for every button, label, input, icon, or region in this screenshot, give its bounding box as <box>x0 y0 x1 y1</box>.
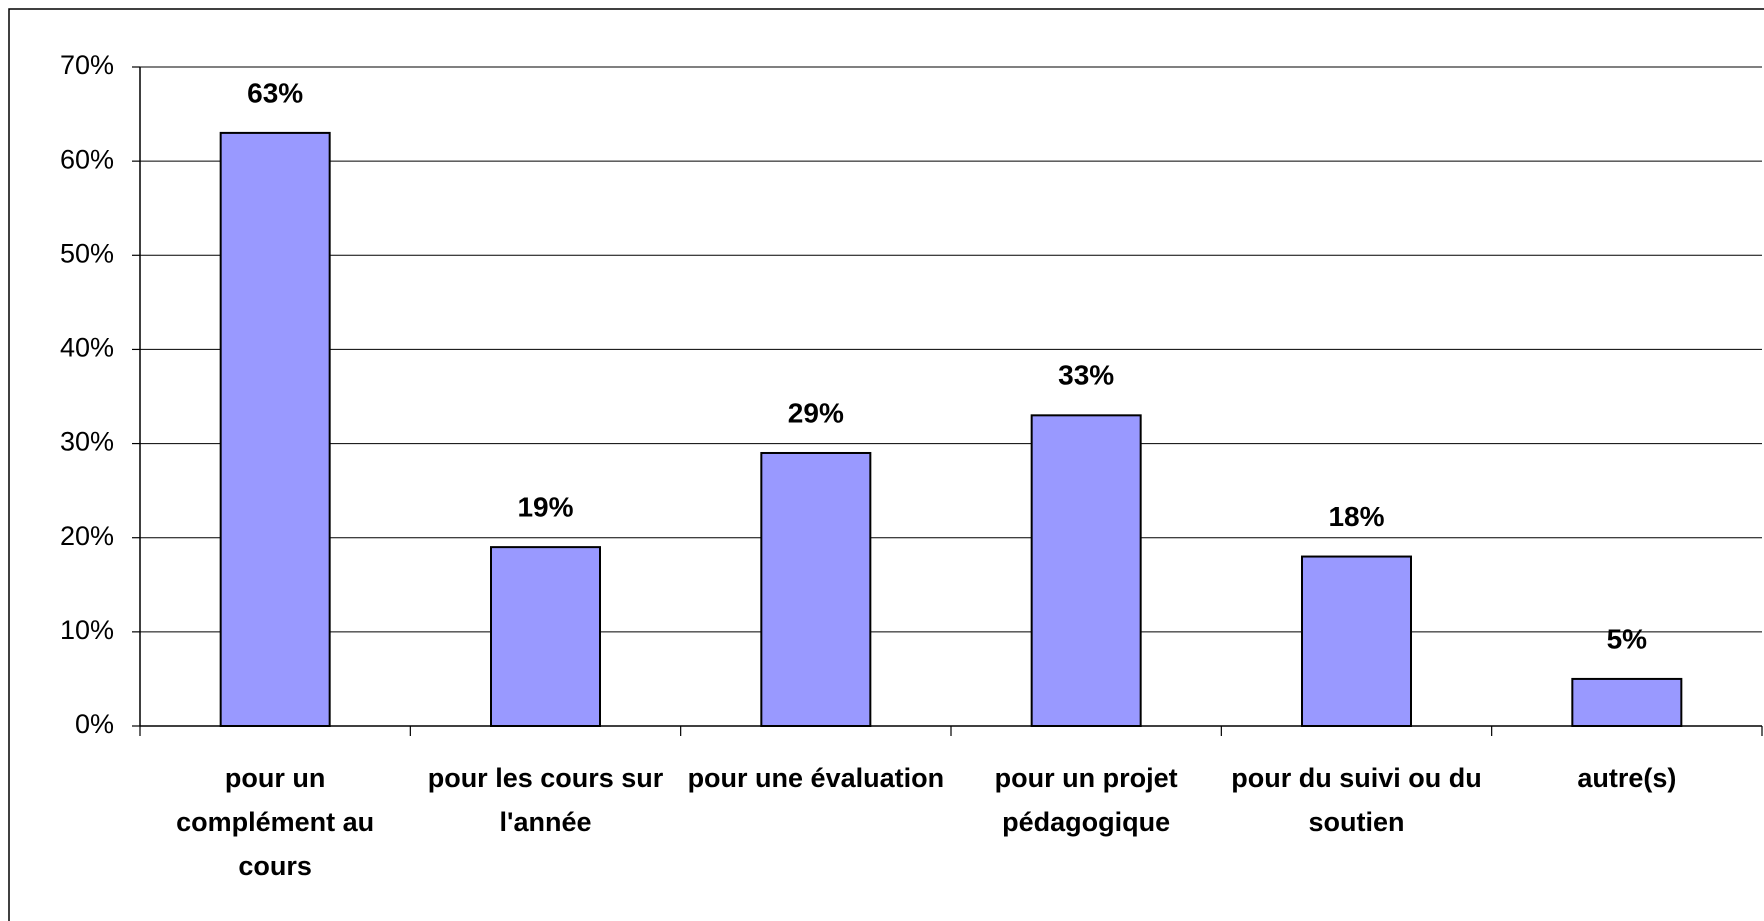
y-tick-label: 10% <box>60 615 114 645</box>
data-label: 5% <box>1607 623 1648 654</box>
bar <box>1301 555 1412 727</box>
data-label: 18% <box>1328 501 1384 532</box>
bar <box>760 451 872 727</box>
x-tick-label: pour les cours sur l'année <box>427 763 664 837</box>
data-label: 33% <box>1058 360 1114 391</box>
x-tick-label: autre(s) <box>1577 763 1677 793</box>
y-tick-label: 30% <box>60 427 114 457</box>
y-tick-label: 70% <box>60 50 114 80</box>
y-tick-label: 60% <box>60 144 114 174</box>
data-label: 19% <box>517 492 573 523</box>
chart-frame <box>8 8 1764 921</box>
bar <box>1571 677 1683 728</box>
data-label: 63% <box>247 77 303 108</box>
y-tick-label: 40% <box>60 333 114 363</box>
x-tick-label: pour un complément au cours <box>176 763 375 881</box>
bar <box>1030 414 1142 727</box>
y-tick-label: 0% <box>75 709 114 739</box>
y-tick-label: 50% <box>60 238 114 268</box>
x-tick-label: pour une évaluation <box>687 763 945 793</box>
y-tick-label: 20% <box>60 521 114 551</box>
x-tick-label: pour du suivi ou du soutien <box>1231 763 1482 837</box>
x-tick-label: pour un projet pédagogique <box>994 763 1178 837</box>
bar <box>490 546 601 728</box>
data-label: 29% <box>788 397 844 428</box>
bar <box>219 131 331 727</box>
